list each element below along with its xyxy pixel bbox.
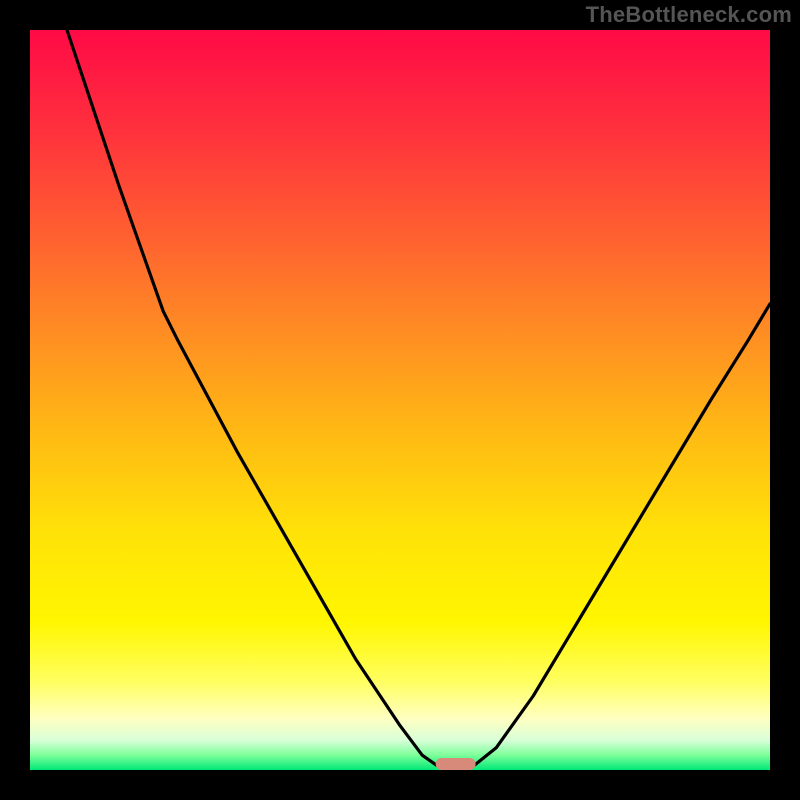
optimal-marker [435, 758, 476, 770]
bottleneck-curve [30, 30, 770, 770]
watermark-text: TheBottleneck.com [586, 2, 792, 28]
curve-right-branch [474, 304, 770, 766]
plot-area [30, 30, 770, 770]
chart-frame: TheBottleneck.com [0, 0, 800, 800]
curve-left-branch [67, 30, 437, 766]
